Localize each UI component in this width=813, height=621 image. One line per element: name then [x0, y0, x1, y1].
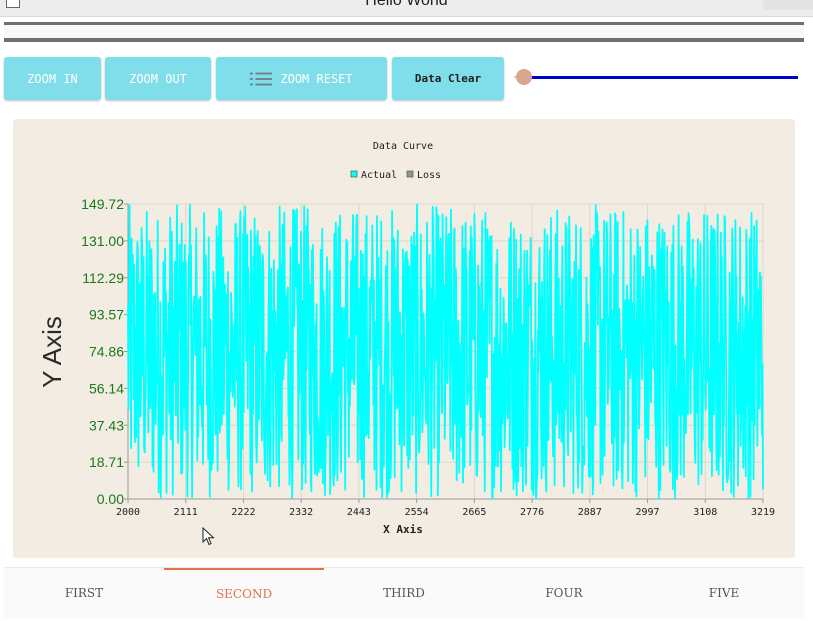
x-tick-label: 2111 [174, 507, 198, 518]
tab-four[interactable]: FOUR [484, 568, 644, 618]
x-tick-label: 2222 [231, 507, 255, 518]
x-tick-label: 2887 [578, 507, 602, 518]
chart-title: Data Curve [373, 141, 433, 152]
x-tick-label: 3108 [693, 507, 717, 518]
menu-icon [250, 72, 273, 85]
app-icon [6, 0, 20, 8]
data-clear-button[interactable]: Data Clear [392, 57, 504, 100]
y-axis-label: Y Axis [37, 316, 67, 388]
tab-third-label: THIRD [383, 586, 425, 600]
x-tick-label: 2000 [116, 507, 140, 518]
legend-item-loss-swatch [406, 170, 414, 178]
series-actual-line [127, 203, 764, 500]
bottom-tab-bar: FIRST SECOND THIRD FOUR FIVE [4, 567, 804, 618]
window-title: Hello World [365, 0, 448, 9]
y-tick-label: 93.57 [89, 307, 124, 323]
legend-item-actual-swatch [350, 170, 358, 178]
zoom-out-label: ZOOM OUT [129, 71, 187, 86]
data-clear-label: Data Clear [414, 72, 482, 85]
tab-five-label: FIVE [708, 586, 740, 600]
y-tick-label: 74.86 [89, 344, 124, 360]
x-tick-label: 2665 [462, 507, 486, 518]
y-tick-label: 149.72 [81, 196, 124, 212]
zoom-in-label: ZOOM IN [27, 71, 78, 86]
tab-four-label: FOUR [545, 586, 583, 600]
data-curve-chart[interactable]: Data Curve Actual Loss 0.00 18.71 37.43 56.1… [13, 119, 795, 558]
x-tick-label: 2554 [405, 507, 429, 518]
y-tick-label: 37.43 [89, 417, 124, 433]
x-tick-label: 2332 [289, 507, 313, 518]
tab-five[interactable]: FIVE [644, 568, 804, 618]
mouse-pointer-icon [202, 527, 215, 546]
tab-third[interactable]: THIRD [324, 568, 484, 618]
y-tick-label: 18.71 [89, 454, 124, 470]
y-tick-label: 112.29 [82, 270, 124, 286]
slider-track-fill [524, 76, 798, 79]
top-progress-bar [4, 22, 804, 42]
y-tick-label: 56.14 [89, 380, 124, 396]
zoom-out-button[interactable]: ZOOM OUT [105, 57, 211, 100]
zoom-reset-button[interactable]: ZOOM RESET [216, 57, 387, 100]
legend-item-actual-label: Actual [361, 170, 397, 181]
y-tick-label: 0.00 [97, 491, 124, 507]
tab-second-label: SECOND [215, 587, 273, 601]
window-titlebar: Hello World [0, 0, 813, 17]
chart-panel: Data Curve Actual Loss 0.00 18.71 37.43 56.1… [13, 119, 795, 558]
tab-first-label: FIRST [64, 586, 104, 600]
y-tick-label: 131.00 [81, 233, 124, 249]
tab-first[interactable]: FIRST [4, 568, 164, 618]
tab-second[interactable]: SECOND [164, 568, 324, 618]
zoom-slider[interactable] [514, 68, 800, 88]
zoom-in-button[interactable]: ZOOM IN [4, 57, 101, 100]
x-tick-label: 2997 [635, 507, 659, 518]
legend-item-loss-label: Loss [417, 170, 441, 181]
x-axis-label: X Axis [383, 523, 423, 536]
chart-legend: Actual Loss [350, 170, 441, 181]
x-tick-label: 2776 [520, 507, 544, 518]
zoom-reset-label: ZOOM RESET [280, 71, 353, 86]
slider-thumb[interactable] [516, 69, 532, 85]
x-tick-label: 3219 [751, 507, 775, 518]
x-tick-label: 2443 [347, 507, 371, 518]
window-close-button[interactable] [763, 0, 813, 10]
